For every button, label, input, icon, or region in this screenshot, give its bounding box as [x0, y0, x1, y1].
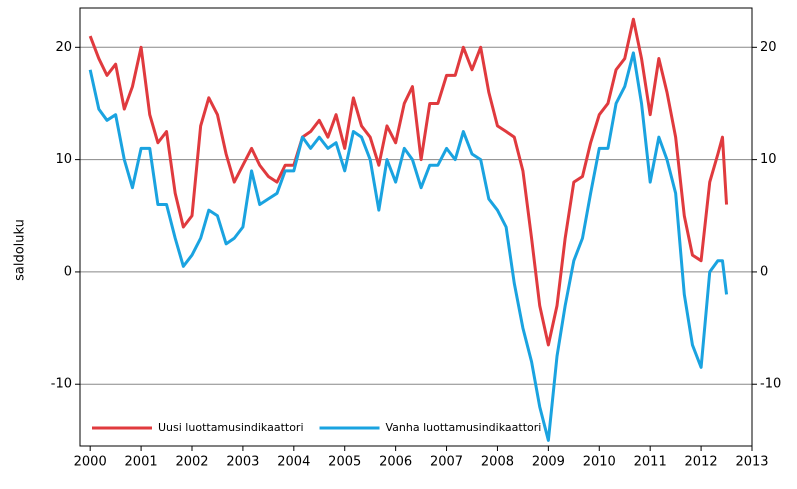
x-tick-label: 2010 [583, 455, 616, 470]
x-tick-label: 2007 [430, 455, 463, 470]
x-tick-label: 2002 [175, 455, 208, 470]
x-tick-label: 2008 [481, 455, 514, 470]
y-axis-label: saldoluku [13, 219, 28, 281]
plot-frame [79, 7, 753, 447]
series-line [88, 17, 729, 347]
x-tick-label: 2013 [735, 455, 768, 470]
series-line [88, 51, 729, 442]
x-tick-label: 2004 [277, 455, 310, 470]
x-tick-label: 2003 [226, 455, 259, 470]
y-tick-label: 0 [64, 264, 72, 279]
legend-label: Uusi luottamusindikaattori [158, 421, 304, 434]
y-tick-label: -10 [51, 377, 72, 392]
legend-label: Vanha luottamusindikaattori [386, 421, 542, 434]
x-tick-label: 2001 [125, 455, 158, 470]
y2-tick-label: 0 [760, 264, 768, 279]
x-tick-label: 2005 [328, 455, 361, 470]
y2-tick-label: 10 [760, 152, 777, 167]
y2-tick-label: 20 [760, 40, 777, 55]
x-tick-label: 2006 [379, 455, 412, 470]
x-tick-label: 2011 [634, 455, 667, 470]
x-tick-label: 2009 [532, 455, 565, 470]
y-tick-label: 10 [55, 152, 72, 167]
y2-tick-label: -10 [760, 377, 781, 392]
x-tick-label: 2012 [685, 455, 718, 470]
x-tick-label: 2000 [74, 455, 107, 470]
y-tick-label: 20 [55, 40, 72, 55]
